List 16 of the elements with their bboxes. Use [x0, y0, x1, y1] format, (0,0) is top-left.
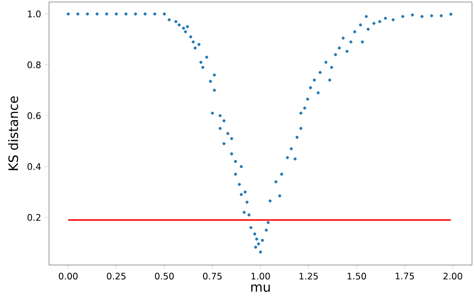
y-axis-title: KS distance: [8, 96, 18, 170]
y-tick-label: 0.6: [28, 112, 41, 120]
x-tick-label: 0.75: [203, 272, 222, 280]
x-tick-label: 1.75: [396, 272, 414, 280]
x-tick-label: 0.25: [106, 272, 126, 280]
y-tick-label: 1.0: [28, 10, 41, 18]
x-tick-label: 1.50: [348, 272, 366, 280]
x-axis-title: mu: [251, 284, 270, 292]
y-tick-label: 0.4: [28, 163, 41, 170]
x-tick-label: 1.00: [252, 272, 270, 280]
x-tick-label: 0.00: [58, 272, 78, 280]
y-tick-label: 0.2: [28, 214, 40, 221]
x-tick-label: 0.50: [154, 272, 174, 280]
y-tick-label: 0.8: [28, 61, 41, 68]
x-tick-label: 1.25: [300, 272, 318, 280]
x-tick-label: 2.00: [443, 272, 462, 280]
